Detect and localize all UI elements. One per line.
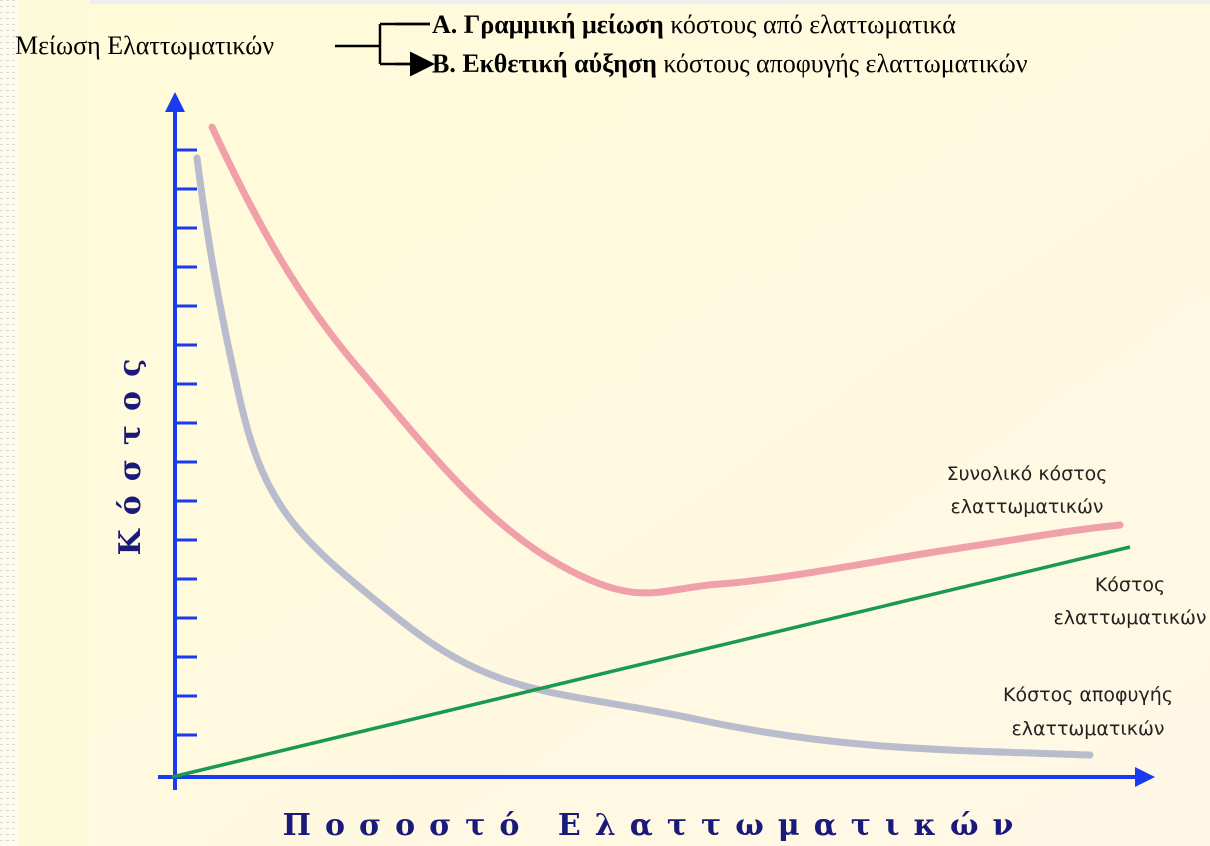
- curve-label: ελαττωματικών: [950, 496, 1103, 518]
- prevention-cost-curve: [193, 154, 1094, 759]
- y-axis-label: Κόστος: [113, 345, 148, 556]
- bracket-arrows: [395, 22, 430, 64]
- total-cost-curve: [208, 123, 1124, 597]
- curve-label: Συνολικό κόστος: [947, 463, 1108, 485]
- curve-label: Κόστος: [1095, 574, 1165, 596]
- item-a-rest: κόστους από ελαττωματικά: [670, 10, 956, 39]
- top-edge: [90, 0, 1210, 4]
- item-a: Α. Γραμμική μείωση κόστους από ελαττωματ…: [432, 10, 956, 39]
- source-label: Μείωση Ελαττωματικών: [15, 31, 274, 60]
- x-arrow: [1135, 767, 1155, 787]
- curve-label: Κόστος αποφυγής: [1003, 684, 1173, 706]
- y-arrow: [165, 92, 185, 112]
- item-a-bold: Α. Γραμμική μείωση: [432, 10, 664, 39]
- curve-label: ελαττωματικών: [1053, 607, 1206, 629]
- item-b-bold: Β. Εκθετική αύξηση: [432, 49, 657, 78]
- item-b-rest: κόστους αποφυγής ελαττωματικών: [663, 49, 1027, 78]
- y-ticks: [175, 148, 197, 737]
- item-b: Β. Εκθετική αύξηση κόστους αποφυγής ελατ…: [432, 49, 1028, 78]
- defect-cost-line: [171, 545, 1131, 779]
- bracket: [335, 22, 430, 66]
- left-band: [18, 0, 90, 846]
- x-axis-label: Ποσοστό Ελαττωματικών: [283, 808, 1028, 843]
- side-strip: [0, 0, 18, 846]
- curve-label: ελαττωματικών: [1011, 718, 1164, 740]
